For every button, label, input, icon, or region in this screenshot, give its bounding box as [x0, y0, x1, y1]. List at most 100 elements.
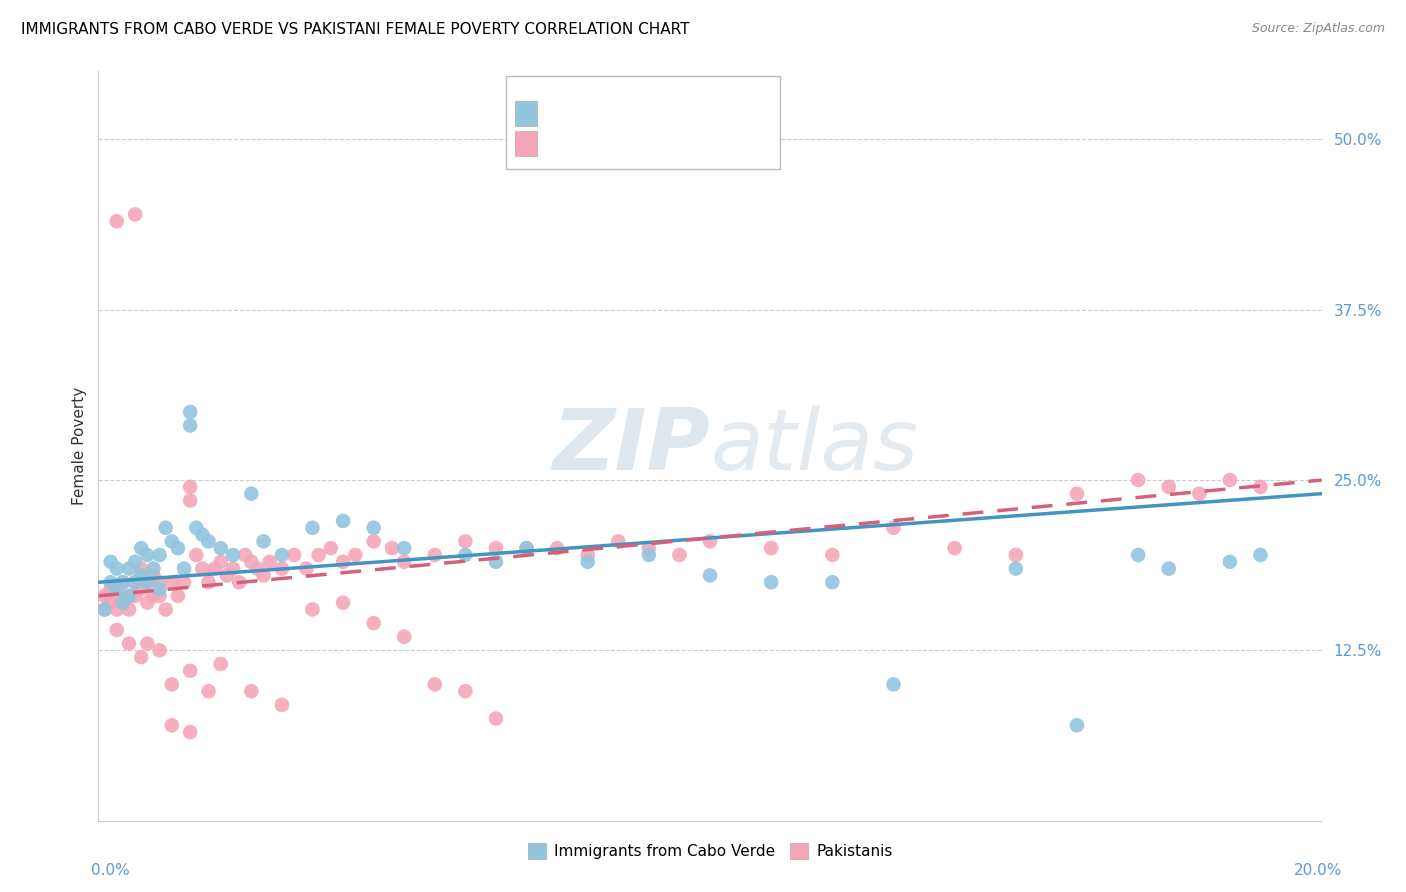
Point — [142, 561, 165, 575]
Point — [485, 541, 508, 556]
Text: R = 0.231: R = 0.231 — [543, 136, 619, 151]
Point — [883, 521, 905, 535]
Point — [179, 480, 201, 494]
Point — [191, 527, 214, 541]
Point — [233, 548, 256, 562]
Point — [423, 677, 446, 691]
Point — [1004, 561, 1026, 575]
Point — [100, 575, 122, 590]
Point — [191, 561, 214, 575]
Legend: Immigrants from Cabo Verde, Pakistanis: Immigrants from Cabo Verde, Pakistanis — [522, 838, 898, 865]
Point — [142, 568, 165, 582]
Point — [1128, 473, 1150, 487]
Point — [118, 561, 141, 575]
Point — [252, 568, 274, 582]
Point — [546, 541, 568, 556]
Point — [392, 630, 416, 644]
Point — [270, 548, 292, 562]
Point — [105, 214, 128, 228]
Point — [149, 582, 172, 596]
Point — [821, 548, 844, 562]
Point — [136, 575, 159, 590]
Point — [124, 575, 146, 590]
Point — [186, 548, 208, 562]
Point — [186, 521, 208, 535]
Point — [124, 555, 146, 569]
Point — [129, 650, 152, 665]
Point — [173, 561, 195, 575]
Point — [160, 718, 183, 732]
Point — [240, 486, 263, 500]
Point — [209, 657, 232, 671]
Point — [252, 534, 274, 549]
Point — [332, 596, 354, 610]
Point — [363, 521, 385, 535]
Point — [111, 596, 134, 610]
Point — [160, 677, 183, 691]
Text: atlas: atlas — [710, 404, 918, 488]
Point — [283, 548, 305, 562]
Text: R = 0.158: R = 0.158 — [543, 106, 619, 120]
Point — [637, 541, 661, 556]
Point — [1128, 548, 1150, 562]
Point — [301, 521, 323, 535]
Point — [821, 575, 844, 590]
Point — [149, 575, 172, 590]
Point — [576, 548, 599, 562]
Point — [179, 418, 201, 433]
Point — [668, 548, 690, 562]
Point — [699, 568, 721, 582]
Point — [179, 405, 201, 419]
Point — [179, 664, 201, 678]
Point — [699, 534, 721, 549]
Point — [381, 541, 404, 556]
Point — [485, 555, 508, 569]
Point — [124, 589, 146, 603]
Point — [105, 602, 128, 616]
Point — [118, 602, 141, 616]
Point — [1188, 486, 1211, 500]
Text: IMMIGRANTS FROM CABO VERDE VS PAKISTANI FEMALE POVERTY CORRELATION CHART: IMMIGRANTS FROM CABO VERDE VS PAKISTANI … — [21, 22, 689, 37]
Point — [105, 589, 128, 603]
Point — [111, 575, 134, 590]
Point — [167, 541, 190, 556]
Point — [1157, 561, 1180, 575]
Point — [1157, 480, 1180, 494]
Point — [759, 541, 782, 556]
Point — [118, 589, 141, 603]
Point — [607, 534, 630, 549]
Point — [118, 636, 141, 650]
Point — [516, 541, 538, 556]
Point — [100, 582, 122, 596]
Point — [173, 575, 195, 590]
Point — [240, 555, 263, 569]
Point — [485, 711, 508, 725]
Point — [270, 561, 292, 575]
Point — [155, 602, 177, 616]
Point — [454, 534, 477, 549]
Point — [883, 677, 905, 691]
Point — [160, 534, 183, 549]
Point — [179, 725, 201, 739]
Point — [105, 582, 128, 596]
Point — [197, 575, 219, 590]
Point — [100, 555, 122, 569]
Point — [136, 575, 159, 590]
Point — [142, 589, 165, 603]
Point — [100, 596, 122, 610]
Point — [344, 548, 367, 562]
Point — [129, 568, 152, 582]
Text: 0.0%: 0.0% — [91, 863, 131, 879]
Point — [129, 541, 152, 556]
Point — [1004, 548, 1026, 562]
Point — [363, 534, 385, 549]
Point — [215, 568, 238, 582]
Point — [197, 534, 219, 549]
Point — [240, 684, 263, 698]
Point — [111, 596, 134, 610]
Point — [129, 582, 152, 596]
Point — [124, 207, 146, 221]
Point — [93, 589, 115, 603]
Point — [1066, 486, 1088, 500]
Point — [179, 493, 201, 508]
